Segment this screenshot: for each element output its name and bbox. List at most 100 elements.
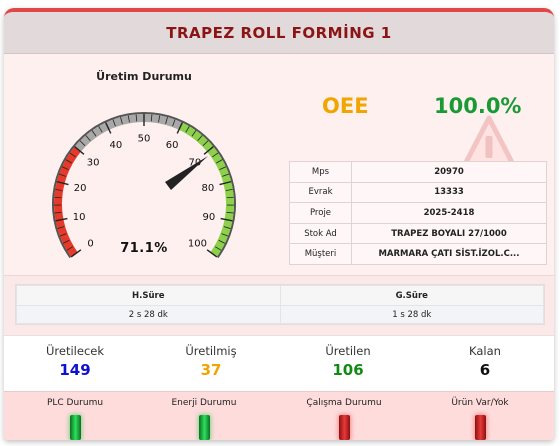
status-lamp-icon — [338, 415, 350, 440]
gauge-tick-label: 60 — [166, 140, 179, 151]
gauge-tick — [65, 159, 72, 164]
gauge-tick — [222, 173, 230, 177]
duration-header: G.Süre — [279, 285, 544, 306]
info-value: TRAPEZ BOYALI 27/1000 — [351, 222, 547, 245]
oee-label: OEE — [322, 94, 369, 118]
count-value: 149 — [59, 361, 91, 379]
gauge-tick — [212, 152, 219, 158]
info-table: Mps 20970 Evrak 13333 Proje 2025-2418 St… — [289, 161, 547, 265]
gauge-tick — [66, 246, 74, 251]
info-key: Proje — [289, 202, 352, 224]
count-label: Üretilen — [325, 344, 371, 358]
gauge-tick — [55, 217, 68, 222]
gauge-tick — [216, 159, 223, 164]
count-to-produce: Üretilecek 149 — [15, 344, 135, 379]
gauge-tick-label: 40 — [110, 140, 123, 151]
status-plc: PLC Durumu — [20, 398, 130, 440]
gauge-tick — [62, 239, 70, 244]
gauge-tick — [54, 211, 62, 214]
status-section: PLC Durumu Enerji Durumu Çalışma Durumu … — [4, 391, 554, 440]
gauge-tick-label: 0 — [87, 238, 93, 249]
gauge-band-low — [54, 146, 81, 257]
gauge-tick — [58, 173, 66, 177]
oee-value: 100.0% — [434, 94, 522, 118]
gauge-title: Üretim Durumu — [96, 70, 192, 83]
gauge-tick — [225, 188, 233, 191]
gauge-tick — [98, 126, 103, 133]
machine-card: TRAPEZ ROLL FORMİNG 1 Üretim Durumu 0 10 2… — [4, 8, 554, 440]
gauge-tick — [172, 119, 176, 127]
gauge-band-high — [178, 122, 234, 257]
production-gauge: 0 10 20 30 40 50 60 70 80 90 100 — [52, 112, 237, 259]
gauge-tick — [74, 146, 85, 155]
status-label: PLC Durumu — [46, 398, 104, 408]
gauge-value: 71.1% — [120, 241, 168, 256]
gauge-tick — [202, 140, 209, 146]
count-output: Üretilen 106 — [288, 344, 408, 379]
status-label: Ürün Var/Yok — [451, 398, 509, 408]
gauge-tick — [69, 152, 76, 158]
gauge-tick-label: 90 — [202, 212, 215, 223]
info-value: MARMARA ÇATI SİST.İZOL.C... — [351, 243, 547, 265]
gauge-tick — [226, 196, 234, 199]
gauge-tick — [79, 140, 86, 146]
status-product: Ürün Var/Yok — [425, 398, 535, 440]
gauge-tick-label: 70 — [188, 157, 201, 168]
duration-section: H.Süre G.Süre 2 s 28 dk 1 s 28 dk — [4, 275, 554, 335]
gauge-tick — [112, 119, 116, 127]
info-key: Mps — [289, 161, 352, 183]
gauge-tick-label: 30 — [87, 157, 100, 168]
status-lamp-icon — [198, 415, 210, 440]
info-key: Evrak — [289, 181, 352, 204]
info-value: 20970 — [351, 161, 547, 183]
gauge-tick — [191, 130, 197, 137]
status-lamp-icon — [474, 415, 486, 440]
gauge-tick — [55, 188, 63, 191]
top-section: Üretim Durumu 0 10 20 30 40 50 60 70 80 90 100 71.… — [4, 54, 554, 275]
count-section: Üretilecek 149 Üretilmiş 37 Üretilen 106… — [4, 335, 554, 391]
status-label: Çalışma Durumu — [306, 398, 382, 408]
gauge-tick — [203, 146, 214, 155]
gauge-needle — [165, 156, 209, 191]
gauge-tick-label: 100 — [188, 238, 207, 249]
count-value: 106 — [332, 361, 364, 379]
count-produced: Üretilmiş 37 — [151, 344, 271, 379]
gauge-tick — [226, 211, 234, 214]
count-label: Kalan — [469, 344, 501, 358]
table-row: Proje 2025-2418 — [289, 202, 547, 224]
status-label: Enerji Durumu — [171, 398, 237, 408]
table-row: Evrak 13333 — [289, 181, 547, 204]
gauge-tick — [221, 233, 229, 237]
gauge-tick-label: 50 — [138, 134, 151, 145]
gauge-tick — [59, 233, 67, 237]
gauge-tick — [150, 114, 153, 122]
gauge-tick — [56, 180, 69, 186]
gauge-tick — [135, 114, 138, 122]
machine-title: TRAPEZ ROLL FORMİNG 1 — [166, 23, 392, 42]
table-row: Müşteri MARMARA ÇATI SİST.İZOL.C... — [289, 243, 547, 265]
gauge-tick-label: 80 — [202, 183, 215, 194]
gauge-tick — [185, 126, 190, 133]
gauge-tick-label: 20 — [74, 183, 87, 194]
info-value: 13333 — [351, 181, 547, 204]
table-row: 2 s 28 dk 1 s 28 dk — [16, 305, 544, 324]
gauge-tick — [176, 122, 183, 134]
count-value: 37 — [200, 361, 222, 379]
gauge-tick — [223, 226, 231, 229]
card-header: TRAPEZ ROLL FORMİNG 1 — [4, 12, 554, 54]
status-lamp-icon — [69, 415, 81, 440]
gauge-tick — [61, 166, 69, 170]
count-label: Üretilmiş — [185, 344, 237, 358]
gauge-tick — [70, 249, 82, 258]
duration-table: H.Süre G.Süre 2 s 28 dk 1 s 28 dk — [16, 285, 544, 324]
gauge-band-mid — [74, 114, 183, 152]
duration-value: 2 s 28 dk — [16, 305, 281, 324]
info-key: Müşteri — [289, 243, 352, 265]
gauge-tick — [219, 180, 232, 186]
info-key: Stok Ad — [289, 222, 352, 245]
gauge-tick — [220, 217, 233, 222]
duration-header: H.Süre — [16, 285, 281, 306]
gauge-tick — [85, 135, 91, 141]
gauge-tick — [219, 166, 227, 170]
count-value: 6 — [479, 361, 491, 379]
